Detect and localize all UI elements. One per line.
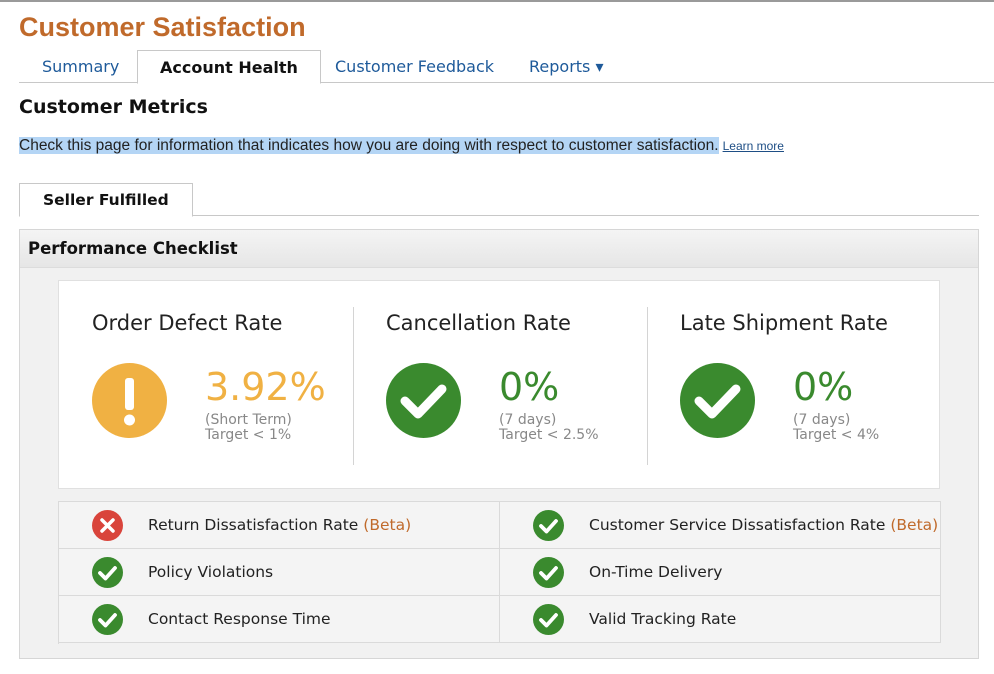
check-icon — [386, 363, 461, 438]
metric-cancellation-rate: Cancellation Rate 0% (7 days) Target < 2… — [353, 281, 647, 490]
checklist-label: Contact Response Time — [148, 610, 331, 628]
checklist-item-return-dissatisfaction[interactable]: Return Dissatisfaction Rate (Beta) — [59, 502, 500, 549]
metric-order-defect-rate: Order Defect Rate 3.92% (Short Term) Tar… — [59, 281, 353, 490]
page-title: Customer Satisfaction — [19, 12, 306, 42]
metric-value: 3.92% — [205, 365, 326, 409]
metric-detail: (7 days) Target < 2.5% — [499, 413, 599, 443]
beta-tag: (Beta) — [363, 516, 412, 534]
tab-customer-feedback[interactable]: Customer Feedback — [335, 57, 494, 76]
check-icon — [680, 363, 755, 438]
metric-late-shipment-rate: Late Shipment Rate 0% (7 days) Target < … — [647, 281, 941, 490]
checklist-item-policy-violations[interactable]: Policy Violations — [59, 549, 500, 596]
learn-more-link[interactable]: Learn more — [722, 139, 784, 153]
checklist-label: Customer Service Dissatisfaction Rate (B… — [589, 516, 938, 534]
panel-title: Performance Checklist — [20, 230, 978, 268]
metric-name: Order Defect Rate — [92, 311, 283, 335]
checklist-label-text: Return Dissatisfaction Rate — [148, 516, 359, 534]
checklist-item-valid-tracking-rate[interactable]: Valid Tracking Rate — [500, 596, 941, 643]
tab-bar: Summary Account Health Customer Feedback… — [19, 50, 994, 84]
metric-name: Late Shipment Rate — [680, 311, 888, 335]
subtab-seller-fulfilled[interactable]: Seller Fulfilled — [19, 183, 193, 217]
subtab-bar: Seller Fulfilled — [19, 183, 979, 217]
checklist-item-on-time-delivery[interactable]: On-Time Delivery — [500, 549, 941, 596]
metric-value: 0% — [793, 365, 854, 409]
metric-value: 0% — [499, 365, 560, 409]
metric-name: Cancellation Rate — [386, 311, 571, 335]
intro-description: Check this page for information that ind… — [19, 137, 719, 154]
divider — [353, 307, 354, 465]
check-icon — [533, 604, 564, 635]
metric-target: Target < 2.5% — [499, 427, 599, 443]
metric-period: (7 days) — [793, 412, 851, 428]
check-icon — [92, 604, 123, 635]
section-title: Customer Metrics — [19, 96, 208, 118]
metric-detail: (Short Term) Target < 1% — [205, 413, 292, 443]
check-icon — [92, 557, 123, 588]
checklist-label: On-Time Delivery — [589, 563, 723, 581]
performance-panel: Performance Checklist Order Defect Rate … — [19, 229, 979, 659]
check-icon — [533, 510, 564, 541]
error-icon — [92, 510, 123, 541]
divider — [647, 307, 648, 465]
top-rule — [0, 0, 994, 2]
metrics-box: Order Defect Rate 3.92% (Short Term) Tar… — [58, 280, 940, 489]
check-icon — [533, 557, 564, 588]
checklist-label: Valid Tracking Rate — [589, 610, 737, 628]
checklist-label: Return Dissatisfaction Rate (Beta) — [148, 516, 411, 534]
metric-period: (Short Term) — [205, 412, 292, 428]
intro-text: Check this page for information that ind… — [19, 137, 784, 155]
tab-summary[interactable]: Summary — [42, 57, 120, 76]
beta-tag: (Beta) — [890, 516, 939, 534]
metric-target: Target < 1% — [205, 427, 292, 443]
tab-account-health[interactable]: Account Health — [137, 50, 321, 84]
metric-detail: (7 days) Target < 4% — [793, 413, 879, 443]
metric-period: (7 days) — [499, 412, 557, 428]
checklist-label: Policy Violations — [148, 563, 274, 581]
checklist-label-text: Customer Service Dissatisfaction Rate — [589, 516, 886, 534]
warning-icon — [92, 363, 167, 438]
tab-reports[interactable]: Reports ▾ — [529, 57, 604, 76]
checklist-item-customer-service-dissatisfaction[interactable]: Customer Service Dissatisfaction Rate (B… — [500, 502, 941, 549]
metric-target: Target < 4% — [793, 427, 880, 443]
checklist-grid: Return Dissatisfaction Rate (Beta) Custo… — [58, 501, 941, 644]
checklist-item-contact-response-time[interactable]: Contact Response Time — [59, 596, 500, 643]
